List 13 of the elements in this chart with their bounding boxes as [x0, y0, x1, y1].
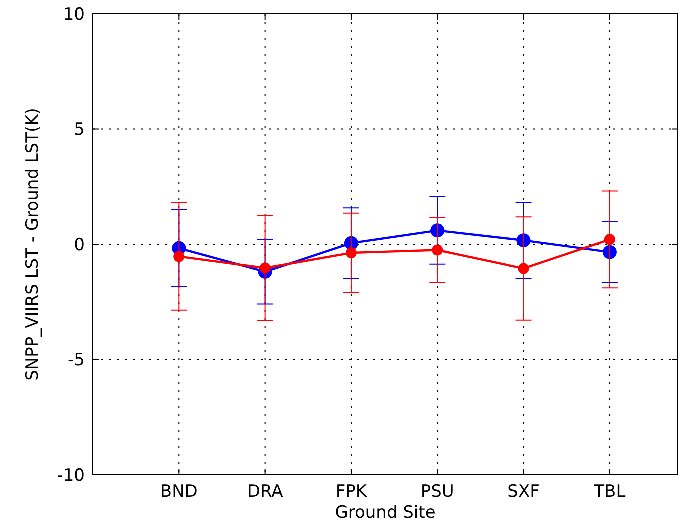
y-tick-label: -10 [57, 466, 85, 486]
y-tick-label: 5 [74, 120, 85, 140]
y-tick-label: -5 [68, 350, 85, 371]
x-tick-label: PSU [420, 482, 454, 502]
y-tick-label: 10 [63, 4, 85, 25]
x-tick-label: BND [160, 482, 198, 502]
x-axis-title: Ground Site [335, 503, 436, 523]
y-tick-label: 0 [74, 235, 85, 256]
x-tick-label: TBL [593, 482, 626, 502]
x-tick-label: SXF [508, 482, 540, 502]
x-tick-label: FPK [336, 482, 368, 502]
y-axis-title: SNPP_VIIRS LST - Ground LST(K) [23, 108, 43, 381]
x-tick-label: DRA [247, 482, 284, 502]
